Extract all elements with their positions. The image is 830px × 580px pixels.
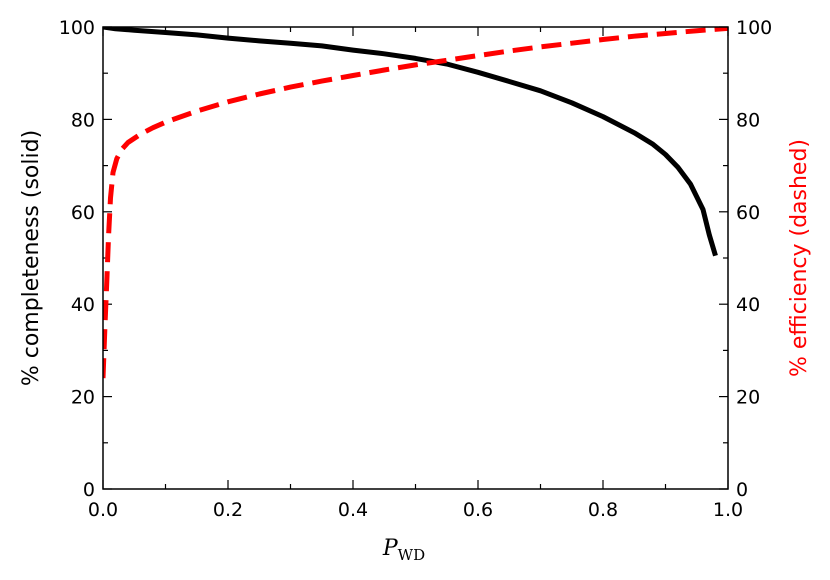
y-tick-label-left: 20	[71, 387, 95, 409]
x-axis-label: PWD	[382, 536, 425, 564]
efficiency-dashed-line	[103, 27, 728, 379]
y-tick-label-right: 40	[736, 294, 760, 316]
series-layer	[103, 27, 728, 379]
y-tick-label-left: 40	[71, 294, 95, 316]
y-tick-label-right: 80	[736, 109, 760, 131]
ticks-layer	[102, 26, 729, 490]
y-tick-label-right: 60	[736, 202, 760, 224]
y-tick-label-right: 100	[736, 17, 772, 39]
y-tick-label-left: 80	[71, 109, 95, 131]
y-tick-label-left: 100	[59, 17, 95, 39]
y-tick-label-left: 60	[71, 202, 95, 224]
x-tick-label: 0.4	[338, 499, 368, 521]
x-axis-label-sub: WD	[398, 546, 425, 564]
x-tick-label: 0.2	[213, 499, 243, 521]
y-axis-right-label: % efficiency (dashed)	[787, 139, 812, 377]
y-tick-label-right: 20	[736, 387, 760, 409]
x-tick-label: 1.0	[713, 499, 743, 521]
plot-frame	[102, 26, 729, 490]
y-tick-label-left: 0	[83, 479, 95, 501]
x-tick-label: 0.8	[588, 499, 618, 521]
y-tick-label-right: 0	[736, 479, 748, 501]
y-axis-left-label: % completeness (solid)	[19, 130, 44, 386]
x-axis-label-main: P	[382, 536, 399, 561]
completeness-solid-line	[103, 27, 718, 257]
x-tick-label: 0.0	[88, 499, 118, 521]
x-tick-label: 0.6	[463, 499, 493, 521]
